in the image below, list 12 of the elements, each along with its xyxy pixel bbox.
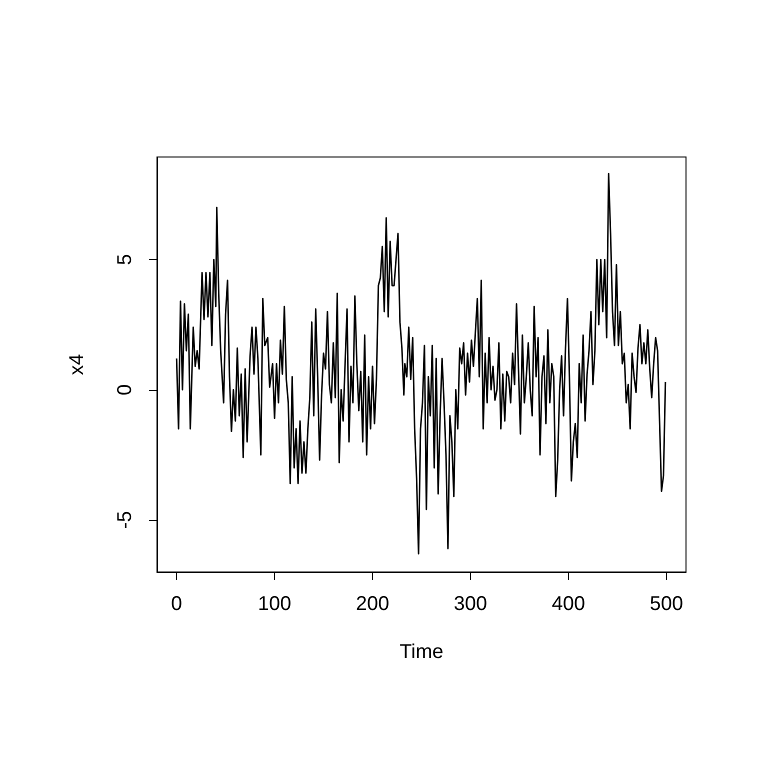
x-tick-label: 200	[356, 593, 390, 615]
x-tick-label: 300	[454, 593, 488, 615]
x-tick-label: 400	[552, 593, 586, 615]
line-series	[176, 172, 666, 555]
y-axis-title: x4	[66, 354, 88, 376]
y-tick-label: 0	[114, 384, 136, 396]
x-axis-title: Time	[400, 641, 444, 663]
x-tick-label: 500	[650, 593, 684, 615]
y-tick-label: 5	[114, 254, 136, 266]
y-tick-label: -5	[114, 511, 136, 529]
x-tick-label: 100	[258, 593, 292, 615]
x-tick-label: 0	[171, 593, 182, 615]
